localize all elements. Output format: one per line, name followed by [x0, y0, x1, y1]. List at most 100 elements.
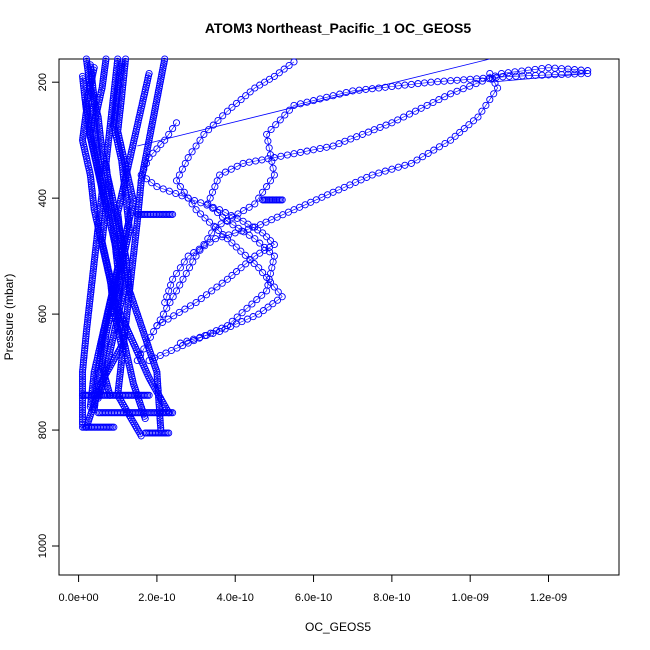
data-point [120, 336, 128, 344]
data-point [114, 213, 122, 221]
x-axis-label: OC_GEOS5 [305, 620, 371, 634]
data-point [413, 156, 421, 164]
data-point [121, 62, 129, 70]
data-point [100, 224, 108, 232]
data-point [278, 196, 286, 204]
data-point [112, 105, 120, 113]
data-point [79, 77, 87, 85]
data-point [388, 165, 396, 173]
data-point [112, 98, 120, 107]
data-point [227, 165, 235, 173]
data-point [80, 356, 88, 364]
data-point [103, 148, 111, 156]
data-point [134, 205, 143, 213]
data-point [153, 370, 161, 378]
data-point [102, 57, 110, 65]
data-point [86, 297, 94, 305]
data-point [309, 97, 318, 105]
data-point [531, 65, 539, 73]
data-point [95, 125, 104, 133]
data-point [237, 247, 245, 255]
data-point [388, 82, 396, 91]
data-point [111, 108, 119, 116]
data-point [206, 238, 214, 246]
data-point [82, 55, 90, 63]
data-point [89, 199, 98, 207]
data-point [113, 64, 121, 72]
data-point [538, 64, 546, 73]
data-point [85, 307, 93, 315]
data-point [83, 318, 92, 326]
data-point [96, 355, 104, 363]
data-point [219, 112, 227, 120]
data-point [115, 218, 123, 226]
data-point [96, 131, 104, 140]
data-point [424, 149, 432, 157]
data-point [97, 177, 105, 185]
data-point [178, 192, 186, 200]
y-tick-label: 800 [37, 421, 49, 439]
data-point [78, 401, 87, 409]
data-point [85, 124, 93, 132]
data-point [99, 226, 107, 234]
data-point [223, 107, 231, 115]
data-point [172, 119, 181, 127]
data-point [201, 242, 209, 250]
data-point [155, 392, 163, 400]
data-point [135, 198, 143, 206]
data-point [112, 69, 120, 77]
data-point [124, 298, 132, 307]
data-point [123, 203, 131, 211]
data-point [153, 145, 161, 153]
data-point [117, 359, 125, 367]
data-point [115, 380, 123, 388]
data-point [285, 106, 293, 114]
data-point [223, 216, 231, 225]
x-tick-label: 8.0e-10 [373, 592, 410, 604]
data-point [486, 96, 494, 104]
data-point [296, 100, 305, 108]
data-point [119, 347, 127, 355]
data-point [78, 413, 87, 421]
data-point [85, 302, 93, 310]
data-point [196, 246, 204, 254]
data-point [78, 399, 87, 407]
data-point [184, 154, 192, 162]
data-point [81, 342, 89, 350]
data-point [180, 258, 188, 266]
data-point [91, 401, 99, 409]
data-point [132, 229, 140, 237]
data-point [122, 55, 130, 63]
data-point [97, 343, 105, 351]
data-point [116, 107, 124, 115]
data-point [148, 179, 156, 187]
data-point [176, 183, 184, 191]
data-point [145, 154, 153, 162]
data-point [85, 122, 93, 130]
data-point [204, 235, 212, 243]
data-point [255, 264, 263, 272]
data-point [135, 201, 143, 209]
data-point [166, 298, 174, 307]
data-point [78, 408, 87, 416]
data-point [244, 225, 252, 233]
data-point [118, 399, 126, 407]
data-point [202, 291, 211, 299]
data-point [441, 139, 449, 148]
data-point [130, 247, 138, 256]
data-point [91, 251, 99, 259]
data-point [104, 180, 112, 188]
data-point [201, 214, 209, 222]
data-point [447, 90, 455, 98]
data-point [132, 231, 140, 239]
data-point [358, 130, 367, 138]
data-point [453, 87, 461, 95]
y-tick-label: 600 [37, 305, 49, 323]
data-point [145, 391, 153, 399]
data-point [375, 169, 383, 177]
data-point [209, 121, 217, 129]
data-point [131, 240, 139, 249]
data-point [221, 168, 229, 176]
data-point [214, 116, 222, 125]
data-point [100, 219, 108, 227]
